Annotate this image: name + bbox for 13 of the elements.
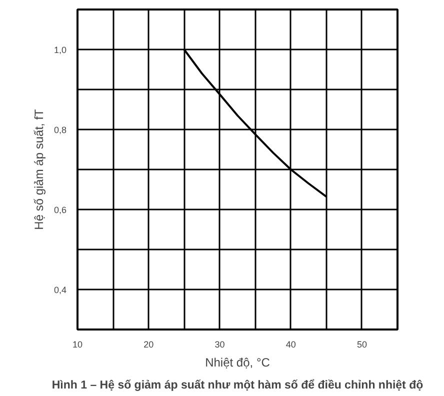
x-tick-label: 30	[214, 340, 225, 350]
x-tick-label: 50	[356, 340, 367, 350]
y-tick-label: 0,6	[54, 205, 67, 215]
line-series	[183, 48, 328, 198]
text: Hình 1 – Hệ số giảm áp suất như một hàm số để điều chỉnh nhiệt độ	[52, 378, 424, 392]
y-tick-label: 0,8	[54, 125, 67, 135]
y-tick-label: 1,0	[54, 45, 67, 55]
y-tick-label: 0,4	[54, 285, 67, 295]
y-axis-title: Hệ số giảm áp suất, fT	[32, 108, 46, 230]
x-tick-label: 20	[144, 340, 154, 350]
x-tick-label: 40	[286, 340, 296, 350]
x-axis-title: Nhiệt độ, °C	[205, 356, 270, 370]
x-tick-label: 10	[72, 340, 83, 350]
